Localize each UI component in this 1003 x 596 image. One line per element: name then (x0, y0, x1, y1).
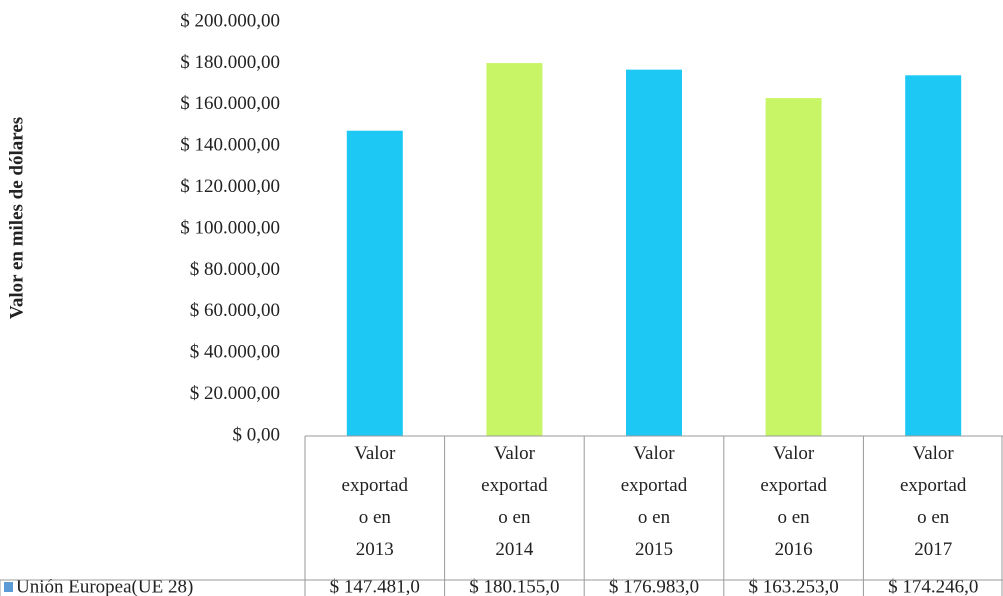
x-tick-label-box: Valor exportado en 2016 (760, 443, 827, 560)
y-tick-label: $ 140.000,00 (180, 135, 280, 156)
y-tick-label: $ 20.000,00 (190, 383, 280, 404)
y-tick-label: $ 200.000,00 (180, 10, 280, 31)
y-tick-label: $ 160.000,00 (180, 93, 280, 114)
bar (626, 69, 682, 436)
x-tick-label-box: Valor exportado en 2014 (481, 443, 548, 560)
y-tick-label: $ 60.000,00 (190, 300, 280, 321)
x-tick-label: Valor exportado en 2016 (760, 443, 827, 560)
bar (765, 98, 822, 437)
x-tick-label: Valor exportado en 2014 (481, 443, 548, 560)
x-tick-label-box: Valor exportado en 2013 (341, 443, 409, 560)
bar (486, 63, 543, 436)
x-tick-label: Valor exportado en 2015 (620, 443, 688, 560)
data-table-value: $ 174.246,0 (888, 576, 978, 596)
x-tick-label: Valor exportado en 2013 (341, 443, 409, 560)
y-tick-label: $ 80.000,00 (190, 259, 280, 280)
y-tick-label: $ 0,00 (233, 424, 281, 445)
legend-marker (4, 582, 13, 592)
y-tick-label: $ 100.000,00 (180, 217, 280, 238)
y-axis-title: Valor en miles de dólares (6, 117, 27, 319)
bar (346, 130, 403, 436)
data-table-value: $ 180.155,0 (469, 576, 559, 596)
y-tick-label: $ 40.000,00 (190, 342, 280, 363)
x-tick-label-box: Valor exportado en 2017 (899, 443, 967, 560)
y-tick-label: $ 180.000,00 (180, 52, 280, 73)
y-tick-label: $ 120.000,00 (180, 176, 280, 197)
bar (905, 75, 962, 436)
data-table-value: $ 147.481,0 (330, 576, 420, 596)
legend-label: Unión Europea(UE 28) (16, 576, 193, 596)
x-tick-label: Valor exportado en 2017 (899, 443, 967, 560)
data-table-value: $ 163.253,0 (748, 576, 838, 596)
x-tick-label-box: Valor exportado en 2015 (620, 443, 688, 560)
data-table-value: $ 176.983,0 (609, 576, 699, 596)
